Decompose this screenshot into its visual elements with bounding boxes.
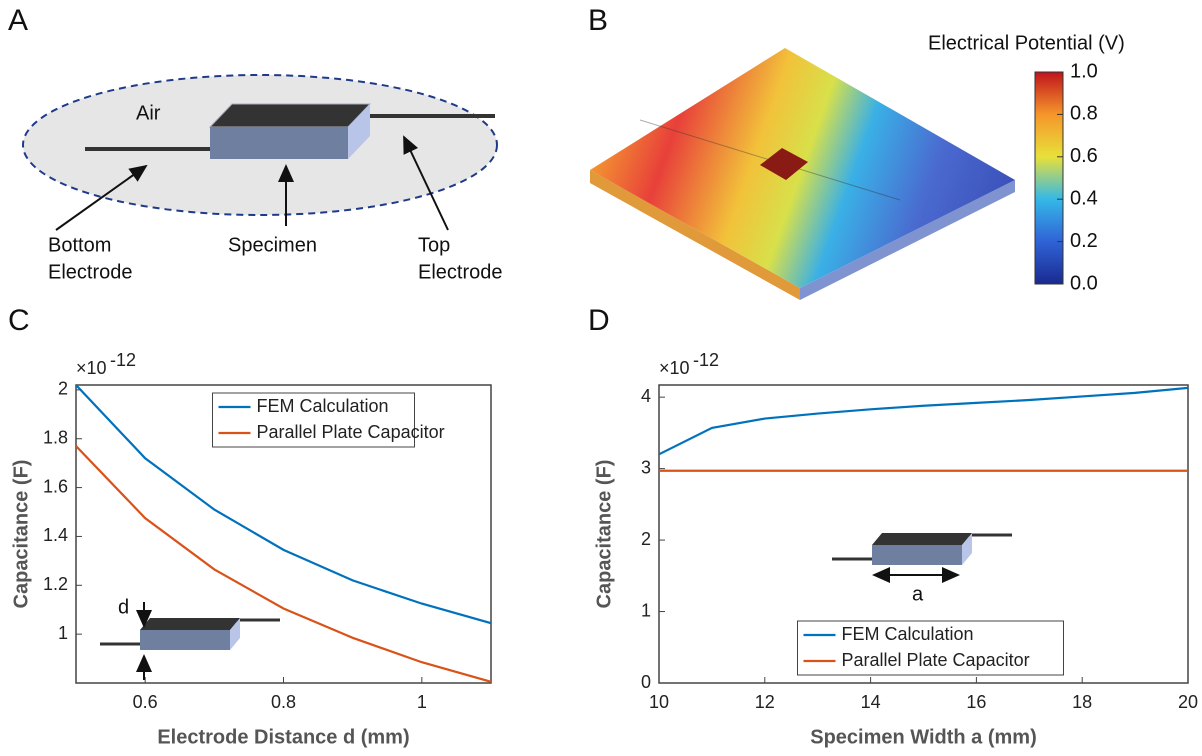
y-exponent: -12 xyxy=(110,350,136,370)
x-tick-label: 0.6 xyxy=(133,692,158,712)
line-series xyxy=(76,385,491,625)
inset-top xyxy=(140,618,240,630)
arrow xyxy=(403,135,449,231)
colorbar-tick-label: 0.0 xyxy=(1070,272,1098,294)
x-tick-label: 20 xyxy=(1178,692,1198,712)
y-axis-label: Capacitance (F) xyxy=(10,460,32,609)
inset-side xyxy=(230,618,240,650)
x-tick-label: 0.8 xyxy=(271,692,296,712)
panel-letter: C xyxy=(8,304,30,337)
colorbar-tick-label: 0.2 xyxy=(1070,230,1098,252)
inset-front xyxy=(872,545,962,565)
specimen-patch xyxy=(760,148,808,180)
y-tick-label: 1.6 xyxy=(43,476,68,496)
y-multiplier: ×10 xyxy=(76,358,107,378)
panel-letter: B xyxy=(588,4,608,37)
line-series xyxy=(659,386,1188,456)
colorbar-tick-label: 1.0 xyxy=(1070,60,1098,82)
colorbar-title: Electrical Potential (V) xyxy=(928,32,1125,54)
x-tick-label: 18 xyxy=(1072,692,1092,712)
panel-letter: A xyxy=(8,4,28,37)
x-axis-label: Specimen Width a (mm) xyxy=(810,726,1037,748)
y-axis-label: Capacitance (F) xyxy=(593,460,615,609)
plate-top xyxy=(590,48,1015,288)
legend-box xyxy=(212,392,415,448)
y-exponent: -12 xyxy=(693,350,719,370)
colorbar xyxy=(1034,71,1064,285)
inset-front xyxy=(140,630,230,650)
top-electrode-shape xyxy=(340,114,495,118)
y-tick-label: 0 xyxy=(641,672,651,692)
legend-label: Parallel Plate Capacitor xyxy=(257,422,445,442)
label: Specimen xyxy=(228,234,317,256)
label: Top xyxy=(418,234,450,256)
x-tick-label: 10 xyxy=(649,692,669,712)
plate-edge xyxy=(800,180,1015,300)
inset-label: a xyxy=(912,583,924,605)
plate-edge xyxy=(590,170,800,300)
x-tick-label: 16 xyxy=(966,692,986,712)
specimen-side xyxy=(348,104,370,159)
legend-box xyxy=(797,620,1064,676)
panel-letter: D xyxy=(588,304,610,337)
legend-label: Parallel Plate Capacitor xyxy=(842,650,1030,670)
colorbar-tick-label: 0.6 xyxy=(1070,145,1098,167)
potential-map: Electrical Potential (V) xyxy=(590,32,1125,300)
legend-label: FEM Calculation xyxy=(842,624,974,644)
x-tick-label: 12 xyxy=(755,692,775,712)
diagram: Air Bottom Electrode Specimen Top Electr… xyxy=(22,74,503,283)
colorbar-tick-label: 0.4 xyxy=(1070,187,1098,209)
specimen-top xyxy=(208,103,372,128)
inset-top xyxy=(872,533,972,545)
specimen-front xyxy=(210,127,348,159)
label: Electrode xyxy=(418,261,503,283)
air-label: Air xyxy=(136,102,161,124)
x-tick-label: 14 xyxy=(861,692,881,712)
y-tick-label: 1.2 xyxy=(43,574,68,594)
y-tick-label: 1.8 xyxy=(43,427,68,447)
arrow xyxy=(55,164,148,231)
x-axis-label: Electrode Distance d (mm) xyxy=(157,726,409,748)
label: Electrode xyxy=(48,261,133,283)
y-tick-label: 1.4 xyxy=(43,525,68,545)
y-tick-label: 4 xyxy=(641,386,651,406)
y-multiplier: ×10 xyxy=(659,358,690,378)
y-tick-label: 1 xyxy=(58,623,68,643)
colorbar-tick-label: 0.8 xyxy=(1070,103,1098,125)
label: Bottom xyxy=(48,234,111,256)
y-tick-label: 2 xyxy=(641,529,651,549)
x-tick-label: 1 xyxy=(417,692,427,712)
inset-side xyxy=(962,533,972,565)
y-tick-label: 2 xyxy=(58,379,68,399)
line-series xyxy=(76,445,491,683)
bottom-electrode-shape xyxy=(85,147,215,151)
inset-label: d xyxy=(118,596,129,618)
y-tick-label: 3 xyxy=(641,457,651,477)
y-tick-label: 1 xyxy=(641,600,651,620)
legend-label: FEM Calculation xyxy=(257,396,389,416)
